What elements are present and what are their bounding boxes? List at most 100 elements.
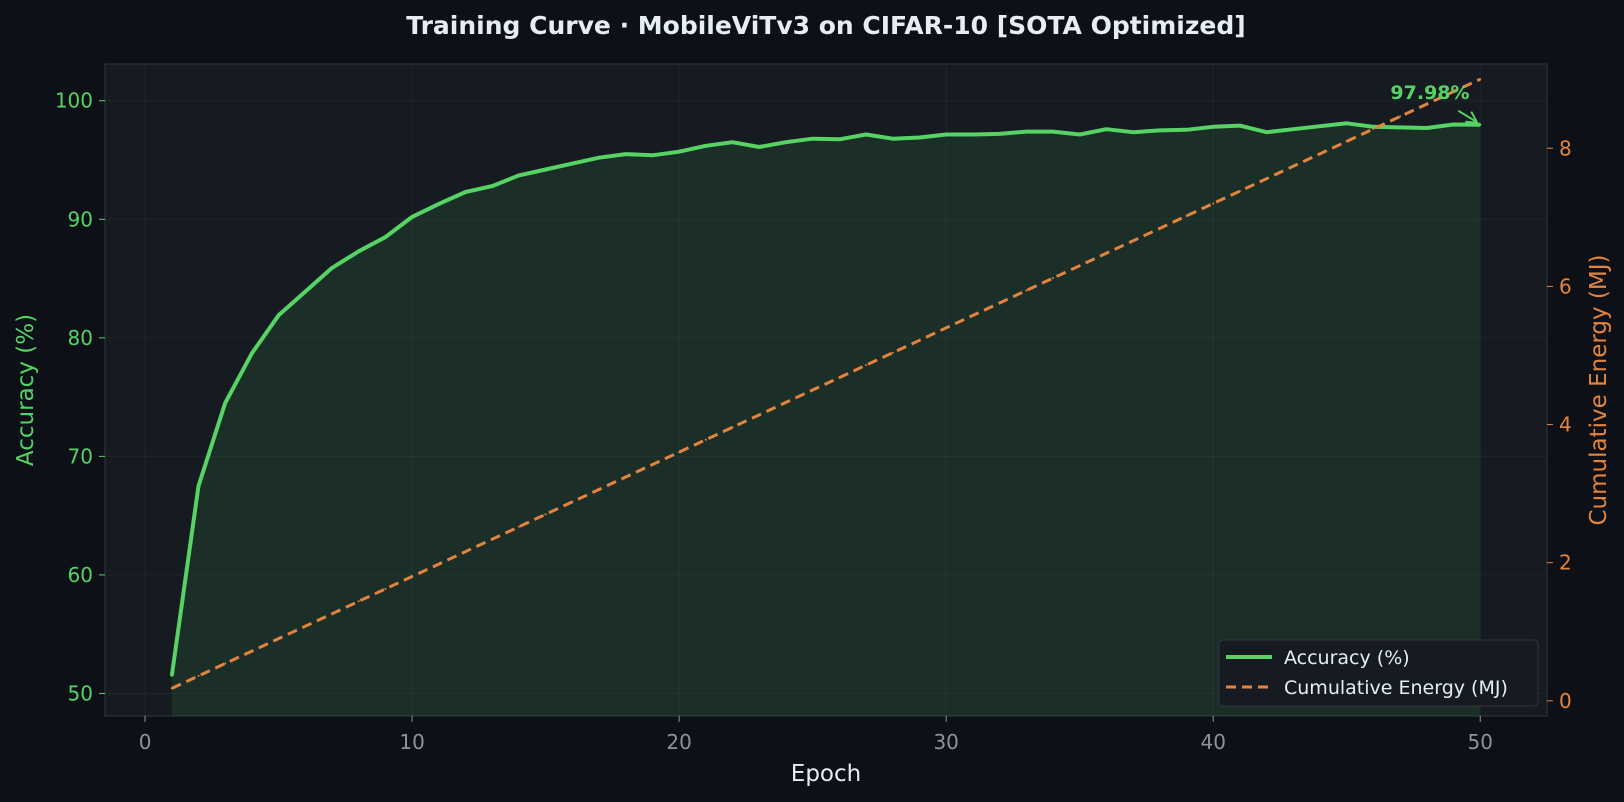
accuracy-point xyxy=(1025,130,1028,133)
x-tick-label: 30 xyxy=(933,730,958,754)
accuracy-point xyxy=(1212,125,1215,128)
accuracy-point xyxy=(1398,126,1402,129)
accuracy-point xyxy=(197,484,200,488)
accuracy-point xyxy=(1158,129,1162,132)
accuracy-point xyxy=(1452,123,1455,126)
accuracy-point xyxy=(998,132,1001,136)
accuracy-point xyxy=(971,133,975,136)
energy-point xyxy=(197,674,200,677)
energy-point xyxy=(1158,227,1161,230)
energy-point xyxy=(1105,252,1108,255)
energy-point xyxy=(1052,277,1054,280)
energy-point xyxy=(1319,152,1321,155)
series-lines-layer xyxy=(169,77,1482,690)
accuracy-point xyxy=(758,145,761,149)
accuracy-point xyxy=(731,141,734,144)
energy-point xyxy=(865,364,868,367)
energy-point xyxy=(1292,165,1295,168)
energy-point xyxy=(437,563,440,566)
energy-point xyxy=(1132,239,1135,242)
energy-point xyxy=(651,463,654,466)
energy-point xyxy=(384,587,387,590)
accuracy-point xyxy=(571,162,574,165)
accuracy-point xyxy=(410,215,414,219)
energy-point xyxy=(704,438,707,441)
energy-point xyxy=(224,662,227,665)
x-axis-ticks: 0 10 20 30 40 50 xyxy=(139,716,1493,754)
accuracy-point xyxy=(464,190,467,194)
energy-point xyxy=(1399,115,1402,118)
accuracy-point xyxy=(1131,131,1135,134)
accuracy-point xyxy=(651,154,654,157)
energy-point xyxy=(544,513,547,516)
accuracy-point xyxy=(1185,128,1188,131)
energy-point xyxy=(517,525,520,528)
accuracy-fill-layer xyxy=(171,123,1481,717)
accuracy-point xyxy=(437,202,440,206)
accuracy-point xyxy=(1265,131,1268,134)
accuracy-point xyxy=(891,137,894,140)
accuracy-point xyxy=(1105,128,1108,131)
accuracy-point xyxy=(277,314,280,317)
left-axis-ticks: 50 60 70 80 90 100 xyxy=(55,89,105,705)
accuracy-point xyxy=(304,290,307,293)
accuracy-point xyxy=(491,184,494,188)
accuracy-point xyxy=(170,674,173,677)
plot-area xyxy=(104,63,1548,717)
energy-point xyxy=(598,488,600,491)
energy-point xyxy=(971,314,974,317)
left-tick-label: 100 xyxy=(55,89,93,113)
accuracy-point xyxy=(704,144,707,147)
accuracy-point xyxy=(1078,133,1081,136)
energy-point xyxy=(998,302,1001,304)
energy-point xyxy=(1425,103,1428,106)
energy-point xyxy=(811,389,814,391)
accuracy-point xyxy=(384,235,387,239)
accuracy-point xyxy=(224,401,227,405)
left-tick-label: 60 xyxy=(68,563,93,587)
energy-point xyxy=(731,426,734,429)
energy-line xyxy=(171,77,1481,690)
energy-point xyxy=(1212,202,1215,205)
left-tick-label: 90 xyxy=(68,207,93,231)
energy-point xyxy=(1372,127,1375,130)
energy-point xyxy=(170,687,173,690)
energy-point xyxy=(304,625,307,628)
energy-point xyxy=(1345,140,1348,143)
energy-point xyxy=(678,451,681,454)
energy-point xyxy=(891,351,894,354)
accuracy-point xyxy=(1425,126,1429,130)
accuracy-point xyxy=(1345,122,1348,125)
annotation-arrow-line xyxy=(1457,109,1477,123)
energy-point xyxy=(331,612,333,615)
accuracy-point xyxy=(1238,124,1242,127)
right-tick-label: 8 xyxy=(1559,136,1572,160)
left-tick-label: 70 xyxy=(68,444,93,468)
energy-point xyxy=(464,550,467,553)
accuracy-point xyxy=(945,133,948,136)
energy-point xyxy=(1479,78,1482,81)
energy-point xyxy=(250,650,253,653)
left-axis-label: Accuracy (%) xyxy=(13,314,39,466)
accuracy-point xyxy=(1479,123,1482,126)
right-tick-label: 0 xyxy=(1559,689,1572,713)
grid-lines xyxy=(105,64,1547,716)
energy-point xyxy=(784,401,787,404)
accuracy-point xyxy=(624,152,627,156)
accuracy-point xyxy=(1292,128,1295,131)
accuracy-point xyxy=(811,137,814,140)
annotation-layer: 97.98% xyxy=(1390,82,1479,124)
accuracy-area-fill xyxy=(171,123,1481,717)
right-tick-label: 4 xyxy=(1559,413,1572,437)
energy-point xyxy=(1265,177,1268,180)
accuracy-point xyxy=(250,352,254,355)
energy-point xyxy=(1452,90,1455,93)
accuracy-point xyxy=(1318,125,1322,128)
energy-point xyxy=(1238,190,1241,193)
accuracy-point xyxy=(1051,130,1055,133)
right-axis-ticks: 0 2 4 6 8 xyxy=(1547,136,1572,713)
left-tick-label: 50 xyxy=(68,681,93,705)
right-tick-label: 6 xyxy=(1559,274,1572,298)
legend: Accuracy (%) Cumulative Energy (MJ) xyxy=(1218,639,1539,707)
energy-point xyxy=(838,376,841,379)
